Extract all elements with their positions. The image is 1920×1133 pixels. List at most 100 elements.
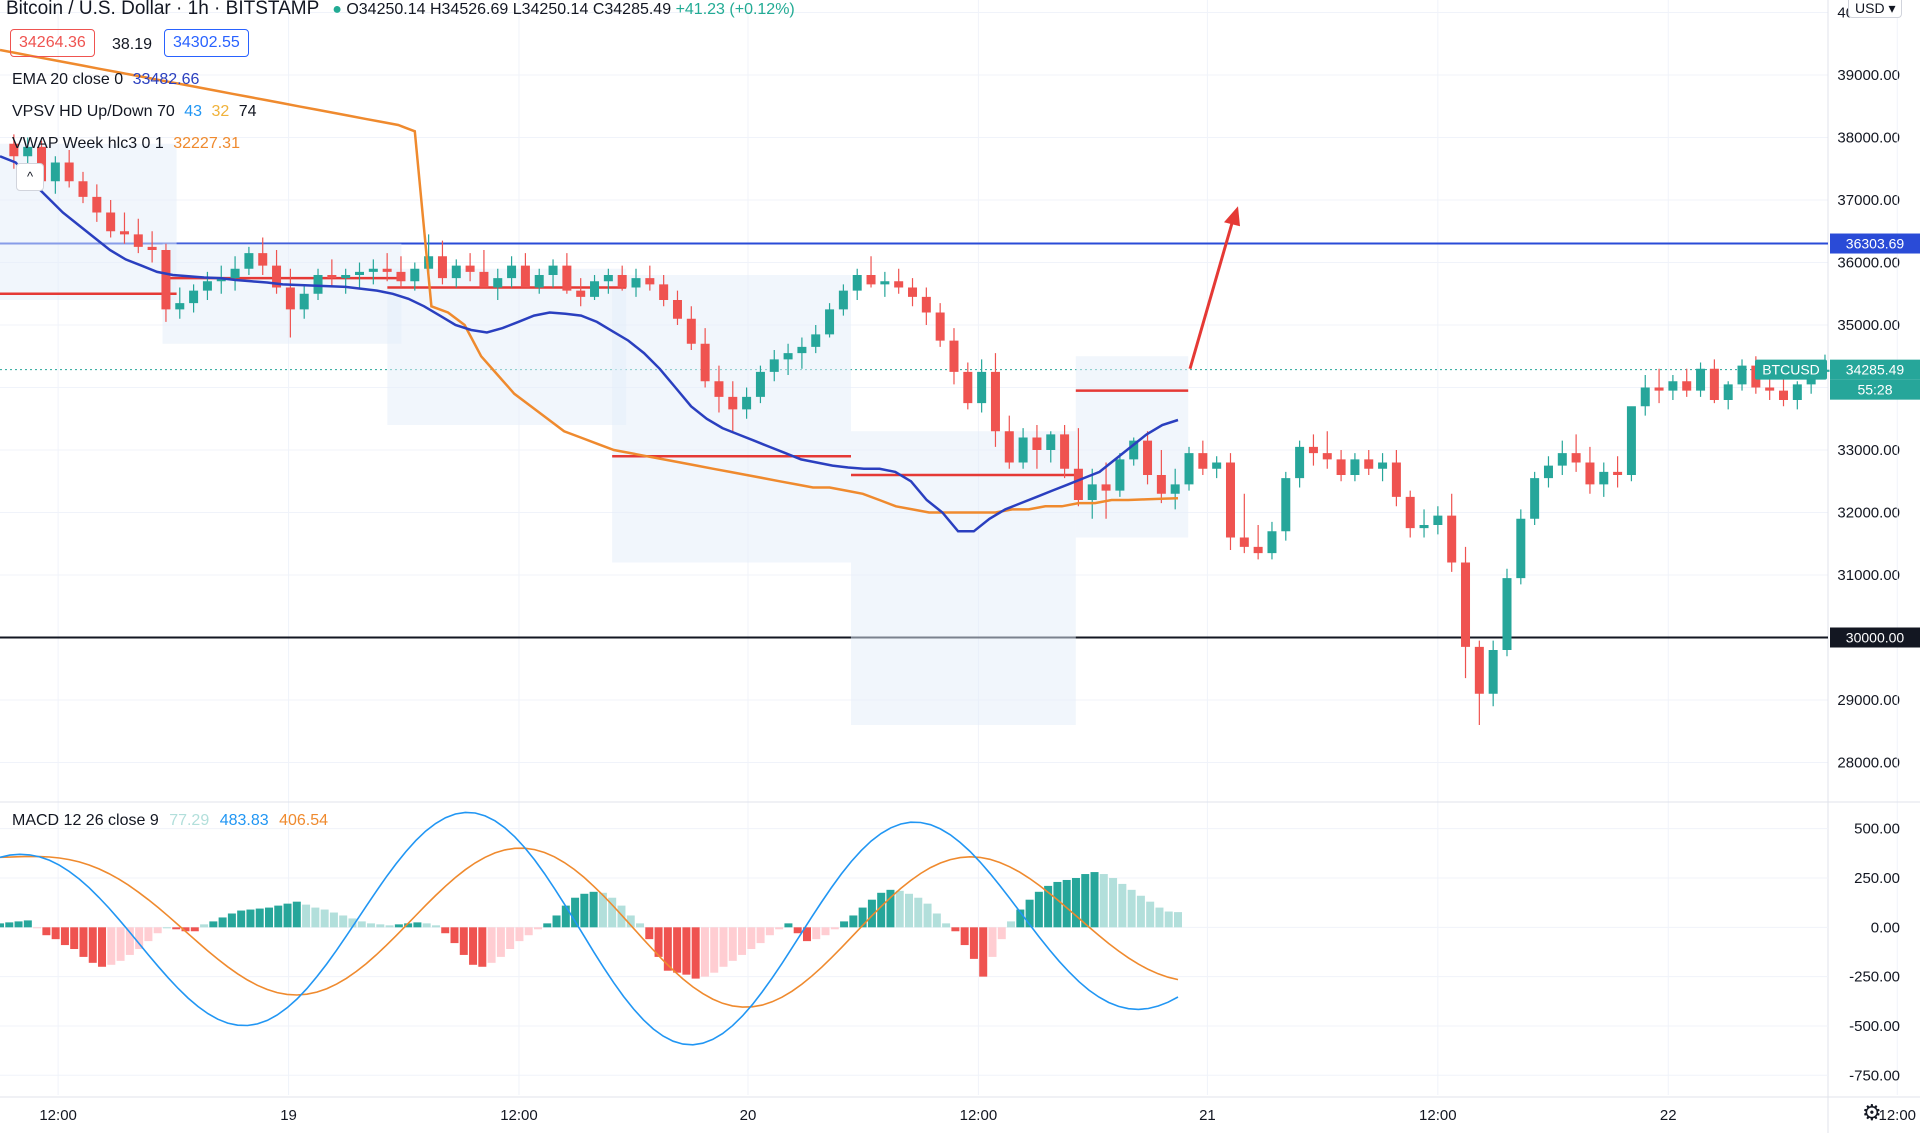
macd-histogram-bar [404, 923, 413, 928]
candle-body [1571, 453, 1581, 463]
candle-body [811, 334, 821, 347]
exchange-label: BITSTAMP [225, 0, 319, 19]
ema-legend[interactable]: EMA 20 close 0 33482.66 [12, 71, 204, 89]
macd-histogram-bar [886, 889, 895, 928]
vwap-line [0, 48, 1179, 514]
candle-body [1543, 465, 1553, 479]
buy-price-box[interactable]: 34302.55 [164, 29, 249, 57]
macd-histogram-bar [1099, 874, 1108, 928]
x-tick-label: 12:00 [960, 1107, 998, 1124]
candle-body [119, 231, 129, 235]
candle-body [1308, 446, 1318, 454]
candle-body [935, 312, 945, 341]
y-tick-label: 37000.00 [1837, 192, 1900, 209]
candle-body [1129, 440, 1139, 460]
macd-histogram-bar [1155, 907, 1164, 928]
volume-profile-box [162, 243, 402, 344]
candle-body [672, 300, 682, 319]
candle-body [272, 265, 282, 288]
x-tick-label: 22 [1660, 1107, 1677, 1124]
candle-body [1212, 462, 1222, 469]
macd-histogram-bar [997, 927, 1006, 940]
macd-histogram-bar [255, 908, 264, 928]
macd-histogram-bar [932, 913, 941, 928]
macd-histogram-bar [0, 923, 4, 928]
candle-body [147, 246, 157, 250]
projection-arrow [1188, 215, 1236, 370]
candle-body [921, 296, 931, 313]
candle-body [327, 275, 337, 279]
candle-body [742, 396, 752, 410]
symbol-header: Bitcoin / U.S. Dollar · 1h · BITSTAMP ● … [6, 0, 795, 19]
gear-icon[interactable]: ⚙ [1862, 1100, 1882, 1125]
vwap-value: 32227.31 [173, 135, 240, 152]
currency-dropdown[interactable]: USD ▾ [1848, 0, 1903, 18]
macd-histogram-bar [969, 927, 978, 959]
macd-histogram-bar [867, 899, 876, 928]
candle-body [1225, 462, 1235, 538]
macd-histogram-bar [431, 925, 440, 928]
volume-profile-box [612, 275, 851, 563]
chevron-up-icon[interactable]: ^ [16, 163, 44, 191]
macd-histogram-bar [877, 892, 886, 928]
candle-body [1322, 453, 1332, 460]
macd-histogram-bar [200, 924, 209, 928]
macd-histogram-bar [116, 927, 125, 961]
macd-y-tick-label: 250.00 [1854, 870, 1900, 887]
macd-histogram-bar [914, 897, 923, 928]
candle-body [230, 268, 240, 279]
macd-histogram-bar [654, 927, 663, 957]
macd-histogram-bar [209, 921, 218, 928]
y-tick-label: 35000.00 [1837, 317, 1900, 334]
macd-histogram-bar [237, 910, 246, 928]
macd-histogram-bar [571, 897, 580, 928]
macd-histogram-bar [738, 927, 747, 955]
macd-histogram-bar [849, 915, 858, 928]
macd-histogram-bar [469, 927, 478, 965]
macd-histogram-bar [682, 927, 691, 975]
vpsv-up-value: 43 [184, 103, 202, 120]
macd-histogram-bar [218, 917, 227, 928]
candle-body [1709, 368, 1719, 400]
macd-histogram-bar [339, 915, 348, 928]
x-tick-label: 20 [740, 1107, 757, 1124]
macd-legend[interactable]: MACD 12 26 close 9 77.29 483.83 406.54 [12, 812, 334, 830]
macd-histogram-bar [357, 921, 366, 928]
candle-body [908, 287, 918, 297]
y-tick-label: 32000.00 [1837, 505, 1900, 522]
macd-histogram-bar [367, 923, 376, 928]
countdown-box [1830, 379, 1920, 400]
macd-histogram-bar [441, 927, 450, 934]
candle-body [548, 265, 558, 275]
macd-histogram-bar [450, 927, 459, 944]
interval-label[interactable]: 1h [187, 0, 209, 19]
candle-body [202, 281, 212, 291]
candle-body [562, 265, 572, 291]
vpsv-legend[interactable]: VPSV HD Up/Down 70 43 32 74 [12, 103, 261, 121]
macd-signal-line [0, 847, 1179, 1008]
candle-body [1654, 387, 1664, 391]
candle-body [1143, 440, 1153, 475]
candle-body [1765, 387, 1775, 391]
macd-y-tick-label: -500.00 [1849, 1018, 1900, 1035]
candle-body [1613, 471, 1623, 475]
macd-histogram-bar [181, 927, 190, 932]
candle-body [603, 275, 613, 282]
macd-histogram-bar [227, 913, 236, 928]
candle-body [1184, 453, 1194, 485]
sell-price-box[interactable]: 34264.36 [10, 29, 95, 57]
candle-body [1350, 459, 1360, 475]
macd-histogram-bar [561, 905, 570, 928]
candle-body [1046, 434, 1056, 450]
y-tick-label: 28000.00 [1837, 755, 1900, 772]
vwap-legend[interactable]: VWAP Week hlc3 0 1 32227.31 [12, 135, 245, 153]
candle-body [1364, 459, 1374, 469]
macd-histogram-bar [5, 922, 14, 928]
macd-histogram-bar [533, 927, 542, 930]
candle-body [1723, 384, 1733, 400]
candle-body [493, 278, 503, 288]
x-tick-label: 21 [1199, 1107, 1216, 1124]
macd-histogram-bar [645, 927, 654, 940]
candle-body [590, 281, 600, 297]
